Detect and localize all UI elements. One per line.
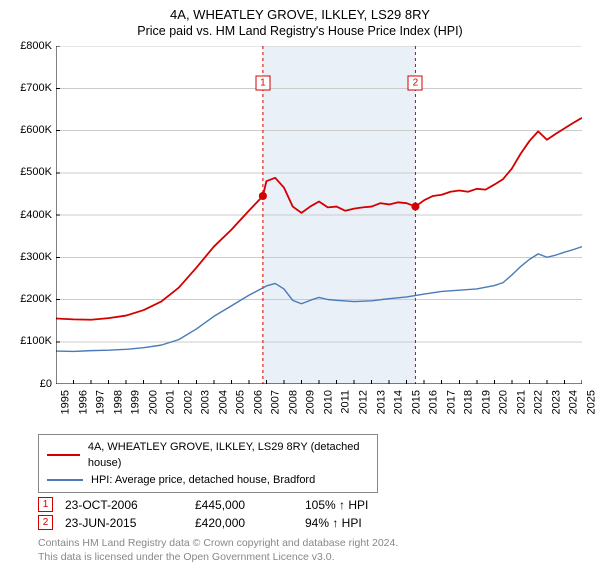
sale-date: 23-JUN-2015 bbox=[65, 516, 195, 530]
sale-price: £445,000 bbox=[195, 498, 305, 512]
y-tick-label: £400K bbox=[8, 209, 52, 221]
chart-marker-callout: 2 bbox=[408, 75, 423, 90]
y-tick-label: £100K bbox=[8, 335, 52, 347]
sales-list: 1 23-OCT-2006£445,000105% ↑ HPI 2 23-JUN-20… bbox=[10, 497, 590, 530]
sale-date: 23-OCT-2006 bbox=[65, 498, 195, 512]
y-tick-label: £200K bbox=[8, 293, 52, 305]
legend-line-swatch bbox=[47, 454, 80, 456]
legend-item: 4A, WHEATLEY GROVE, ILKLEY, LS29 8RY (de… bbox=[47, 439, 369, 472]
y-tick-label: £300K bbox=[8, 251, 52, 263]
sale-pct-vs-hpi: 105% ↑ HPI bbox=[305, 498, 368, 512]
chart-marker-callout: 1 bbox=[255, 75, 270, 90]
y-tick-label: £0 bbox=[8, 378, 52, 390]
sale-record: 1 23-OCT-2006£445,000105% ↑ HPI bbox=[38, 497, 590, 512]
sale-price: £420,000 bbox=[195, 516, 305, 530]
footer-line-2: This data is licensed under the Open Gov… bbox=[38, 550, 590, 564]
y-tick-label: £700K bbox=[8, 82, 52, 94]
legend-line-swatch bbox=[47, 479, 83, 481]
chart-area: £0£100K£200K£300K£400K£500K£600K£700K£80… bbox=[10, 44, 590, 432]
legend: 4A, WHEATLEY GROVE, ILKLEY, LS29 8RY (de… bbox=[38, 434, 378, 494]
legend-item: HPI: Average price, detached house, Brad… bbox=[47, 472, 369, 489]
sale-record: 2 23-JUN-2015£420,00094% ↑ HPI bbox=[38, 515, 590, 530]
plot-svg bbox=[56, 46, 582, 384]
plot-area: 12 bbox=[56, 46, 582, 384]
y-tick-label: £600K bbox=[8, 124, 52, 136]
sale-marker-icon: 2 bbox=[38, 515, 53, 530]
chart-title: 4A, WHEATLEY GROVE, ILKLEY, LS29 8RY bbox=[10, 6, 590, 24]
footer-line-1: Contains HM Land Registry data © Crown c… bbox=[38, 536, 590, 550]
x-tick-label: 2025 bbox=[585, 390, 600, 414]
y-tick-label: £500K bbox=[8, 166, 52, 178]
chart-container: 4A, WHEATLEY GROVE, ILKLEY, LS29 8RY Pri… bbox=[0, 0, 600, 560]
x-axis: 1995199619971998199920002001200220032004… bbox=[56, 386, 582, 432]
sale-marker-icon: 1 bbox=[38, 497, 53, 512]
legend-label: 4A, WHEATLEY GROVE, ILKLEY, LS29 8RY (de… bbox=[88, 439, 369, 472]
legend-label: HPI: Average price, detached house, Brad… bbox=[91, 472, 315, 489]
y-axis: £0£100K£200K£300K£400K£500K£600K£700K£80… bbox=[10, 46, 54, 384]
y-tick-label: £800K bbox=[8, 40, 52, 52]
sale-pct-vs-hpi: 94% ↑ HPI bbox=[305, 516, 362, 530]
chart-subtitle: Price paid vs. HM Land Registry's House … bbox=[10, 24, 590, 38]
